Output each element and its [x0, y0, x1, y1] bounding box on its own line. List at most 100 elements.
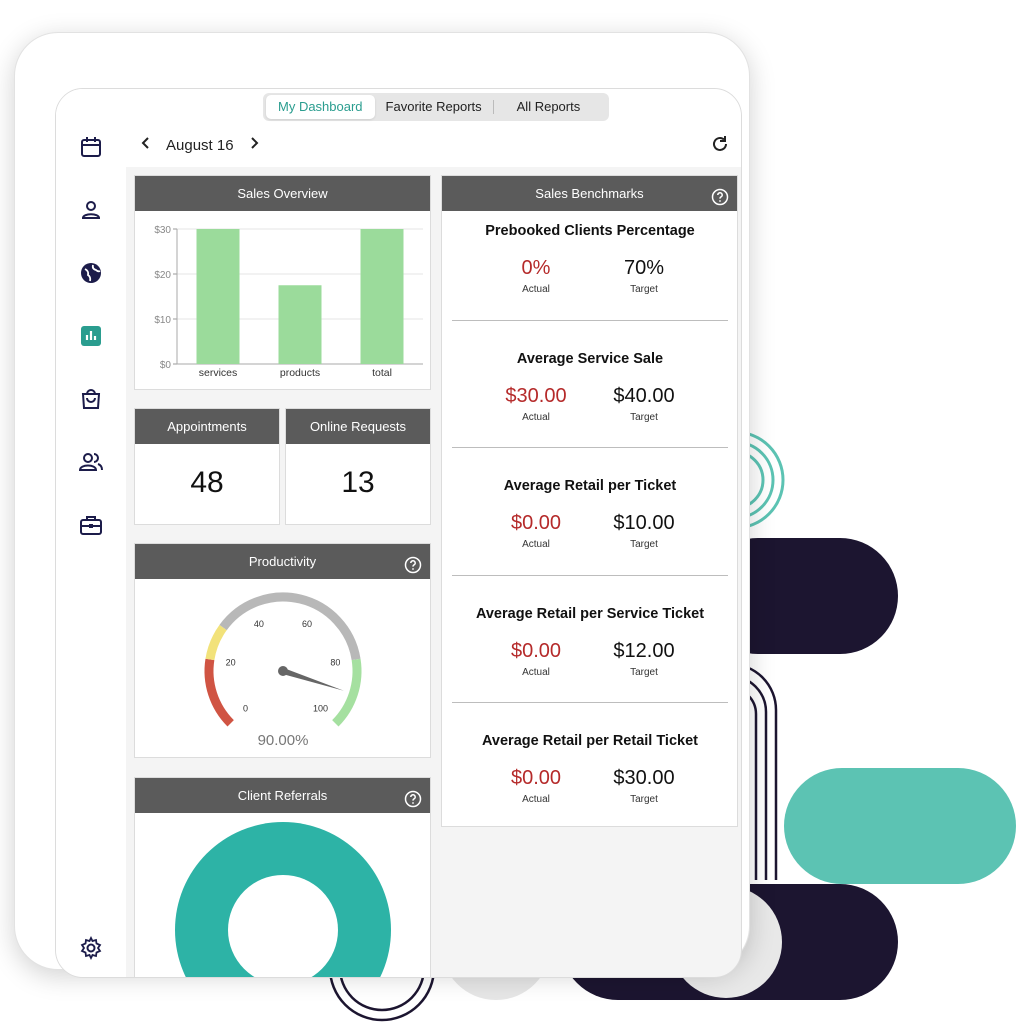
calendar-icon[interactable]	[78, 134, 104, 160]
online-requests-count: 13	[341, 466, 375, 499]
benchmark-target-value: $30.00	[613, 767, 675, 789]
donut-hole	[228, 875, 338, 977]
target-label: Target	[630, 412, 658, 423]
help-icon[interactable]	[404, 786, 422, 808]
productivity-header: Productivity	[135, 544, 430, 579]
target-label: Target	[630, 539, 658, 550]
benchmark-item: Average Retail per Service Ticket $0.00 A…	[452, 606, 728, 678]
benchmark-title: Average Retail per Retail Ticket	[482, 733, 698, 749]
tab-my-dashboard[interactable]: My Dashboard	[266, 95, 375, 119]
benchmark-item: Average Retail per Retail Ticket $0.00 Ac…	[452, 733, 728, 805]
appointments-title: Appointments	[135, 409, 279, 444]
gauge-needle	[282, 668, 344, 691]
gauge-red-band	[204, 658, 234, 727]
benchmark-target-value: $10.00	[613, 512, 675, 534]
benchmark-item: Average Retail per Ticket $0.00 Actual $1…	[452, 478, 728, 550]
gear-icon[interactable]	[78, 935, 104, 961]
target-label: Target	[630, 667, 658, 678]
y-tick-label: $10	[154, 315, 171, 326]
productivity-title: Productivity	[248, 554, 317, 569]
benchmark-item: Prebooked Clients Percentage 0% Actual 70…	[452, 223, 728, 295]
online-requests-title: Online Requests	[286, 409, 430, 444]
sales-overview-panel: Sales Overview $0 $10 $20 $30 services produc…	[134, 175, 431, 390]
sales-benchmarks-panel: Sales Benchmarks Prebooked Clients Perce…	[441, 175, 738, 827]
bar-products[interactable]	[278, 285, 322, 364]
benchmark-item: Average Service Sale $30.00 Actual $40.00…	[452, 351, 728, 423]
gauge-value-label: 90.00%	[258, 732, 309, 749]
appointments-panel[interactable]: Appointments 48	[134, 408, 280, 525]
gauge-tick-label: 20	[226, 658, 236, 668]
y-tick-label: $30	[154, 225, 171, 236]
actual-label: Actual	[522, 412, 550, 423]
y-tick-label: $0	[160, 360, 172, 371]
client-referrals-panel: Client Referrals	[134, 777, 431, 977]
benchmark-target-value: $12.00	[613, 640, 675, 662]
globe-icon[interactable]	[78, 260, 104, 286]
benchmark-actual-value: $30.00	[505, 385, 567, 407]
y-tick-label: $20	[154, 270, 171, 281]
divider	[452, 447, 728, 448]
client-referrals-title: Client Referrals	[237, 788, 328, 803]
help-icon[interactable]	[711, 184, 729, 206]
gauge-tick-label: 0	[243, 703, 248, 713]
app-screen: My Dashboard Favorite Reports All Report…	[55, 88, 742, 978]
divider	[452, 575, 728, 576]
chevron-right-icon[interactable]	[248, 135, 260, 155]
tablet-frame: My Dashboard Favorite Reports All Report…	[14, 32, 750, 978]
benchmark-title: Average Retail per Ticket	[503, 478, 677, 494]
report-tabs: My Dashboard Favorite Reports All Report…	[263, 93, 609, 121]
refresh-icon[interactable]	[709, 133, 731, 155]
x-tick-label: services	[199, 367, 238, 379]
sales-overview-title: Sales Overview	[135, 176, 430, 211]
gauge-tick-label: 100	[313, 703, 328, 713]
actual-label: Actual	[522, 539, 550, 550]
shopping-bag-icon[interactable]	[78, 386, 104, 412]
sales-benchmarks-title: Sales Benchmarks	[535, 186, 644, 201]
gauge-tick-label: 40	[254, 619, 264, 629]
bar-total[interactable]	[360, 229, 404, 364]
sidebar	[56, 89, 126, 977]
actual-label: Actual	[522, 667, 550, 678]
client-referrals-header: Client Referrals	[135, 778, 430, 813]
bar-chart-icon[interactable]	[78, 323, 104, 349]
person-icon[interactable]	[78, 197, 104, 223]
appointments-count: 48	[190, 466, 224, 499]
briefcase-icon[interactable]	[78, 512, 104, 538]
benchmark-target-value: $40.00	[613, 385, 675, 407]
benchmark-title: Average Service Sale	[516, 351, 664, 367]
x-tick-label: total	[372, 367, 392, 379]
online-requests-panel[interactable]: Online Requests 13	[285, 408, 431, 525]
target-label: Target	[630, 794, 658, 805]
gauge-tick-label: 60	[302, 619, 312, 629]
x-tick-label: products	[280, 367, 320, 379]
chevron-left-icon[interactable]	[140, 135, 152, 155]
gauge-gray-band	[219, 592, 361, 661]
sales-overview-chart: $0 $10 $20 $30 services products total	[154, 225, 423, 379]
benchmark-actual-value: $0.00	[510, 512, 562, 534]
gauge-tick-label: 80	[330, 658, 340, 668]
benchmark-target-value: 70%	[623, 257, 665, 279]
benchmark-actual-value: $0.00	[510, 767, 562, 789]
divider	[452, 702, 728, 703]
divider	[452, 320, 728, 321]
actual-label: Actual	[522, 284, 550, 295]
gauge-hub	[278, 666, 288, 676]
target-label: Target	[630, 284, 658, 295]
bar-services[interactable]	[196, 229, 240, 364]
top-bar: My Dashboard Favorite Reports All Report…	[56, 89, 741, 167]
gauge-green-band	[332, 658, 362, 727]
tab-all-reports[interactable]: All Reports	[516, 99, 581, 114]
people-icon[interactable]	[78, 449, 104, 475]
date-navigator: August 16	[140, 135, 260, 155]
benchmark-actual-value: 0%	[521, 257, 551, 279]
client-referrals-donut	[175, 822, 391, 977]
productivity-gauge: 0 20 40 60 80 100 90.00%	[204, 592, 362, 749]
current-date: August 16	[166, 136, 234, 154]
benchmark-title: Average Retail per Service Ticket	[475, 606, 705, 622]
tab-favorite-reports[interactable]: Favorite Reports	[375, 95, 494, 119]
help-icon[interactable]	[404, 552, 422, 574]
productivity-panel: Productivity 0 20 40 60 80 100 90.00%	[134, 543, 431, 758]
gauge-yellow-band	[205, 624, 227, 661]
sales-benchmarks-header: Sales Benchmarks	[442, 176, 737, 211]
actual-label: Actual	[522, 794, 550, 805]
